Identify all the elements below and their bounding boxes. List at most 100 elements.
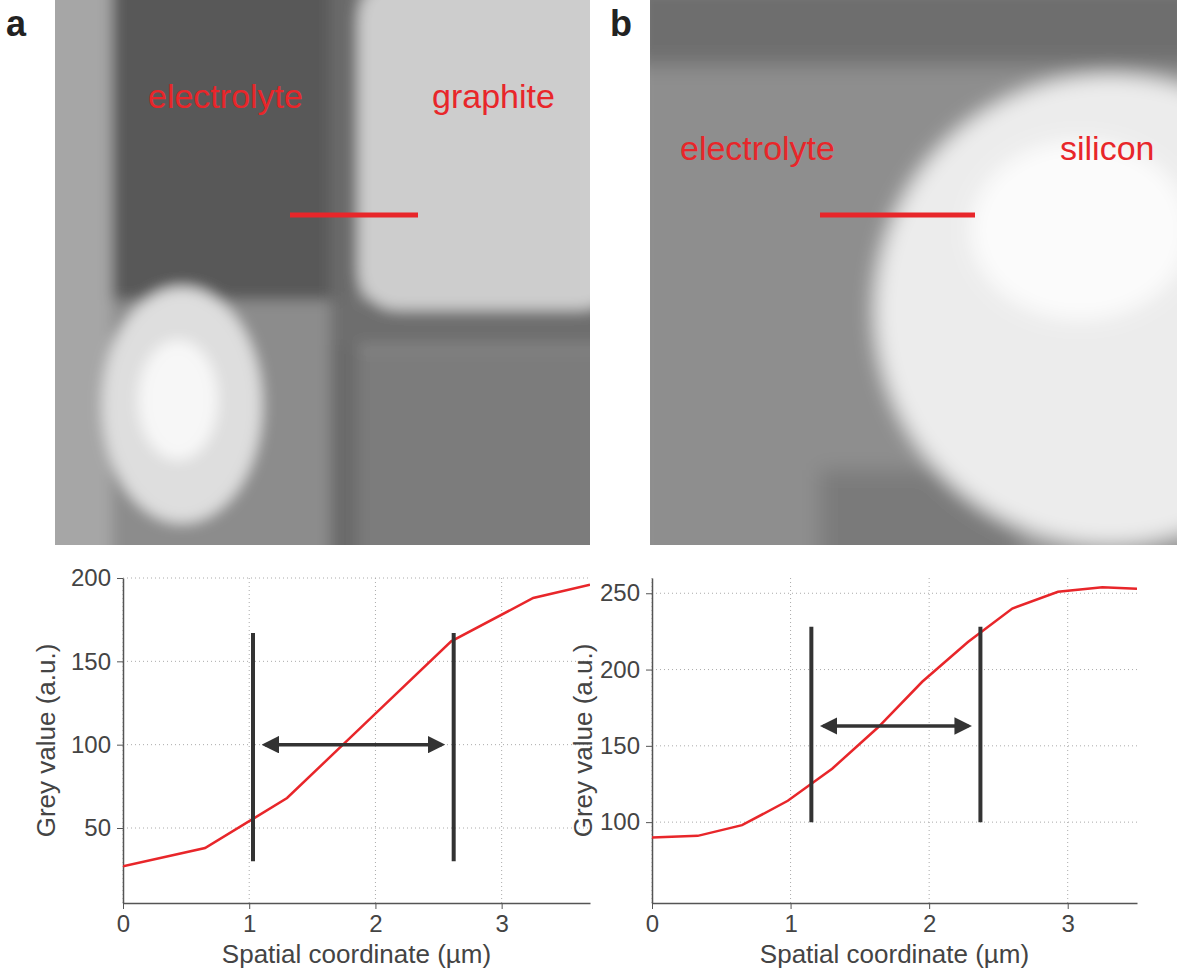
image-region xyxy=(112,0,344,300)
y-axis-title: Grey value (a.u.) xyxy=(568,644,598,838)
tick-label: 2 xyxy=(923,910,936,937)
grid-line-y xyxy=(652,669,1137,670)
grid-line-x xyxy=(1067,578,1068,903)
x-axis-title: Spatial coordinate (µm) xyxy=(222,939,491,969)
tick: 2 xyxy=(369,903,382,937)
image-region xyxy=(138,340,218,460)
width-arrow xyxy=(823,724,968,728)
tick-mark xyxy=(646,822,652,823)
tick: 200 xyxy=(600,656,652,683)
tick: 250 xyxy=(600,579,652,606)
y-axis: 50 100 150 200 xyxy=(71,564,124,903)
profile-line xyxy=(652,587,1137,837)
tick-mark xyxy=(123,903,124,909)
image-label: electrolyte xyxy=(680,129,835,167)
grid-line-y xyxy=(123,578,590,579)
image-label: silicon xyxy=(1060,129,1154,167)
boundary-line xyxy=(809,627,813,822)
tick-label: 150 xyxy=(71,648,111,675)
image-region xyxy=(358,350,590,545)
x-axis: 0 1 2 3 xyxy=(117,903,591,937)
tick-label: 3 xyxy=(1062,910,1075,937)
tick-label: 0 xyxy=(646,910,659,937)
tick: 150 xyxy=(600,732,652,759)
tick: 0 xyxy=(117,903,130,937)
tick: 3 xyxy=(1062,903,1075,937)
boundary-line xyxy=(978,627,982,822)
tick: 100 xyxy=(71,731,123,758)
image-label: graphite xyxy=(432,77,555,115)
x-axis: 0 1 2 3 xyxy=(646,903,1138,937)
boundary-line xyxy=(251,633,255,861)
grid-line-y xyxy=(652,745,1137,746)
grid-line-x xyxy=(249,578,250,903)
tick-mark xyxy=(502,903,503,909)
x-axis-title: Spatial coordinate (µm) xyxy=(760,939,1029,969)
tick-mark xyxy=(929,903,930,909)
tick-mark xyxy=(646,746,652,747)
tick-mark xyxy=(117,828,123,829)
grid-line-x xyxy=(652,578,653,903)
plot-marks xyxy=(123,585,590,867)
image-region xyxy=(875,75,1177,545)
tick: 200 xyxy=(71,564,123,591)
tick-mark xyxy=(249,903,250,909)
tick-mark xyxy=(117,578,123,579)
boundary-line xyxy=(452,633,456,861)
panel: electrolyte silicon b 0 1 2 3 100 150 200 250 Spati… xyxy=(568,0,1180,969)
grid-line-y xyxy=(123,744,590,745)
panel: electrolytegraphitea012350100150200Spati… xyxy=(6,0,620,969)
tick-mark xyxy=(652,903,653,909)
micrograph xyxy=(55,0,590,545)
y-axis-title: Grey value (a.u.) xyxy=(31,644,61,838)
tick-label: 250 xyxy=(600,579,640,606)
tick: 100 xyxy=(600,808,652,835)
image-region xyxy=(55,0,112,545)
tick-label: 1 xyxy=(784,910,797,937)
tick: 3 xyxy=(495,903,508,937)
axis-line xyxy=(652,579,654,904)
image-region xyxy=(970,140,1177,320)
panel-letter: b xyxy=(610,3,632,44)
tick-mark xyxy=(791,903,792,909)
grid-line-x xyxy=(929,578,930,903)
grid-line-y xyxy=(123,661,590,662)
grid-line-x xyxy=(123,578,124,903)
tick-label: 150 xyxy=(600,732,640,759)
figure: electrolytegraphitea012350100150200Spati… xyxy=(0,0,1180,977)
grid xyxy=(123,578,590,903)
tick-mark xyxy=(375,903,376,909)
tick: 1 xyxy=(243,903,256,937)
plot-marks xyxy=(652,587,1137,837)
profile-line-marker xyxy=(820,213,975,218)
tick-label: 200 xyxy=(71,564,111,591)
tick-label: 100 xyxy=(71,731,111,758)
micrograph xyxy=(650,0,1177,545)
tick: 50 xyxy=(84,814,123,841)
tick-label: 200 xyxy=(600,656,640,683)
tick: 1 xyxy=(784,903,797,937)
grid-line-y xyxy=(652,822,1137,823)
grid-line-x xyxy=(501,578,502,903)
axis-line xyxy=(653,903,1138,905)
tick-mark xyxy=(117,661,123,662)
profile-line-marker xyxy=(290,213,418,218)
grid xyxy=(652,578,1137,903)
grid-line-x xyxy=(790,578,791,903)
tick-label: 100 xyxy=(600,808,640,835)
grid-line-y xyxy=(652,593,1137,594)
tick: 150 xyxy=(71,648,123,675)
image-region xyxy=(358,0,590,310)
grid-line-y xyxy=(123,828,590,829)
tick-label: 50 xyxy=(84,814,111,841)
image-label: electrolyte xyxy=(148,77,303,115)
tick-label: 1 xyxy=(243,910,256,937)
image-region xyxy=(650,0,1177,65)
tick-label: 0 xyxy=(117,910,130,937)
image-region xyxy=(55,0,590,545)
image-region xyxy=(330,0,358,545)
grid-line-x xyxy=(375,578,376,903)
tick-mark xyxy=(1068,903,1069,909)
tick-mark xyxy=(117,745,123,746)
tick-mark xyxy=(646,593,652,594)
